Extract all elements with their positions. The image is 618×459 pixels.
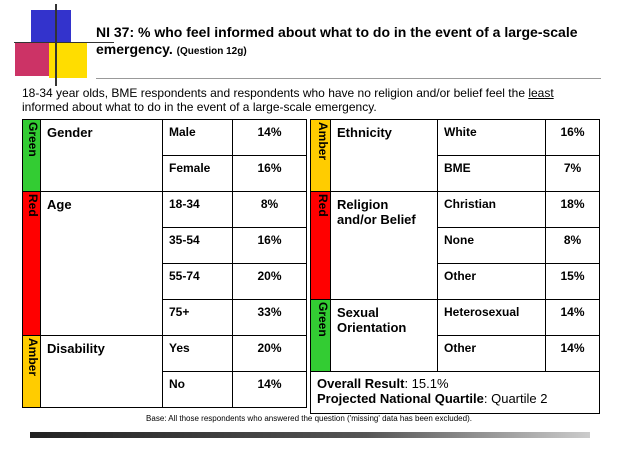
row: Amber Ethnicity White 16% xyxy=(310,119,600,192)
quartile: Projected National Quartile: Quartile 2 xyxy=(317,391,593,406)
row: Amber Disability Yes 20% xyxy=(22,335,307,408)
row: Green Sexual Orientation Heterosexual 14% xyxy=(310,299,600,372)
summary-row: Overall Result: 15.1% Projected National … xyxy=(310,371,600,414)
deco-red xyxy=(15,42,49,76)
value: 20% xyxy=(232,263,307,300)
category: Male xyxy=(162,119,233,156)
category: BME xyxy=(437,155,546,192)
row: None 8% xyxy=(311,227,600,264)
category: 18-34 xyxy=(162,191,233,228)
row: 75+ 33% xyxy=(23,299,307,336)
header-rule xyxy=(96,78,601,79)
title: NI 37: % who feel informed about what to… xyxy=(96,24,596,60)
group-label: Religion and/or Belief xyxy=(330,191,438,300)
status-cell: Red xyxy=(22,191,41,336)
row: Red Religion and/or Belief Christian 18% xyxy=(310,191,600,300)
intro-text: informed about what to do in the event o… xyxy=(22,100,377,114)
right-table: Amber Ethnicity White 16% BME 7% Red Religion a… xyxy=(310,119,600,414)
category: Yes xyxy=(162,335,233,372)
category: Other xyxy=(437,263,546,300)
category: Christian xyxy=(437,191,546,228)
value: 8% xyxy=(232,191,307,228)
category: 55-74 xyxy=(162,263,233,300)
status-cell: Amber xyxy=(22,335,41,408)
group-label: Disability xyxy=(40,335,163,408)
row: 55-74 20% xyxy=(23,263,307,300)
overall-label: Overall Result xyxy=(317,376,405,391)
row: No 14% xyxy=(23,371,307,408)
footer: Base: All those respondents who answered… xyxy=(146,414,472,423)
status-cell: Green xyxy=(22,119,41,192)
overall-value: : 15.1% xyxy=(404,376,449,391)
question: (Question 12g) xyxy=(176,46,247,57)
title-text: NI 37: % who feel informed about what to… xyxy=(96,24,578,57)
intro: 18-34 year olds, BME respondents and res… xyxy=(22,86,602,114)
value: 8% xyxy=(545,227,600,264)
row: Green Gender Male 14% xyxy=(22,119,307,192)
value: 16% xyxy=(545,119,600,156)
value: 15% xyxy=(545,263,600,300)
value: 18% xyxy=(545,191,600,228)
category: White xyxy=(437,119,546,156)
value: 7% xyxy=(545,155,600,192)
category: Other xyxy=(437,335,546,372)
value: 16% xyxy=(232,227,307,264)
intro-text: 18-34 year olds, BME respondents and res… xyxy=(22,86,529,100)
deco-blue xyxy=(31,10,71,48)
quartile-value: : Quartile 2 xyxy=(483,391,548,406)
status-cell: Green xyxy=(310,299,331,372)
row: Red Age 18-34 8% xyxy=(22,191,307,336)
value: 16% xyxy=(232,155,307,192)
group-label: Ethnicity xyxy=(330,119,438,192)
value: 14% xyxy=(232,371,307,408)
group-label: Age xyxy=(40,191,163,336)
overall: Overall Result: 15.1% xyxy=(317,376,593,391)
row: Other 15% xyxy=(311,263,600,300)
category: None xyxy=(437,227,546,264)
category: 75+ xyxy=(162,299,233,336)
group-label: Sexual Orientation xyxy=(330,299,438,372)
group-label: Gender xyxy=(40,119,163,192)
deco-vline xyxy=(55,4,57,86)
footer-bar xyxy=(30,432,590,438)
value: 14% xyxy=(545,335,600,372)
status-cell: Red xyxy=(310,191,331,300)
row: BME 7% xyxy=(311,155,600,192)
summary: Overall Result: 15.1% Projected National … xyxy=(310,371,600,414)
value: 14% xyxy=(232,119,307,156)
category: Heterosexual xyxy=(437,299,546,336)
value: 20% xyxy=(232,335,307,372)
row: Female 16% xyxy=(23,155,307,192)
status-cell: Amber xyxy=(310,119,331,192)
deco-hline xyxy=(14,42,114,43)
category: Female xyxy=(162,155,233,192)
value: 33% xyxy=(232,299,307,336)
left-table: Green Gender Male 14% Female 16% Red Age 18-34 8%… xyxy=(22,119,307,408)
intro-emphasis: least xyxy=(528,86,554,100)
category: 35-54 xyxy=(162,227,233,264)
quartile-label: Projected National Quartile xyxy=(317,391,484,406)
category: No xyxy=(162,371,233,408)
value: 14% xyxy=(545,299,600,336)
row: 35-54 16% xyxy=(23,227,307,264)
